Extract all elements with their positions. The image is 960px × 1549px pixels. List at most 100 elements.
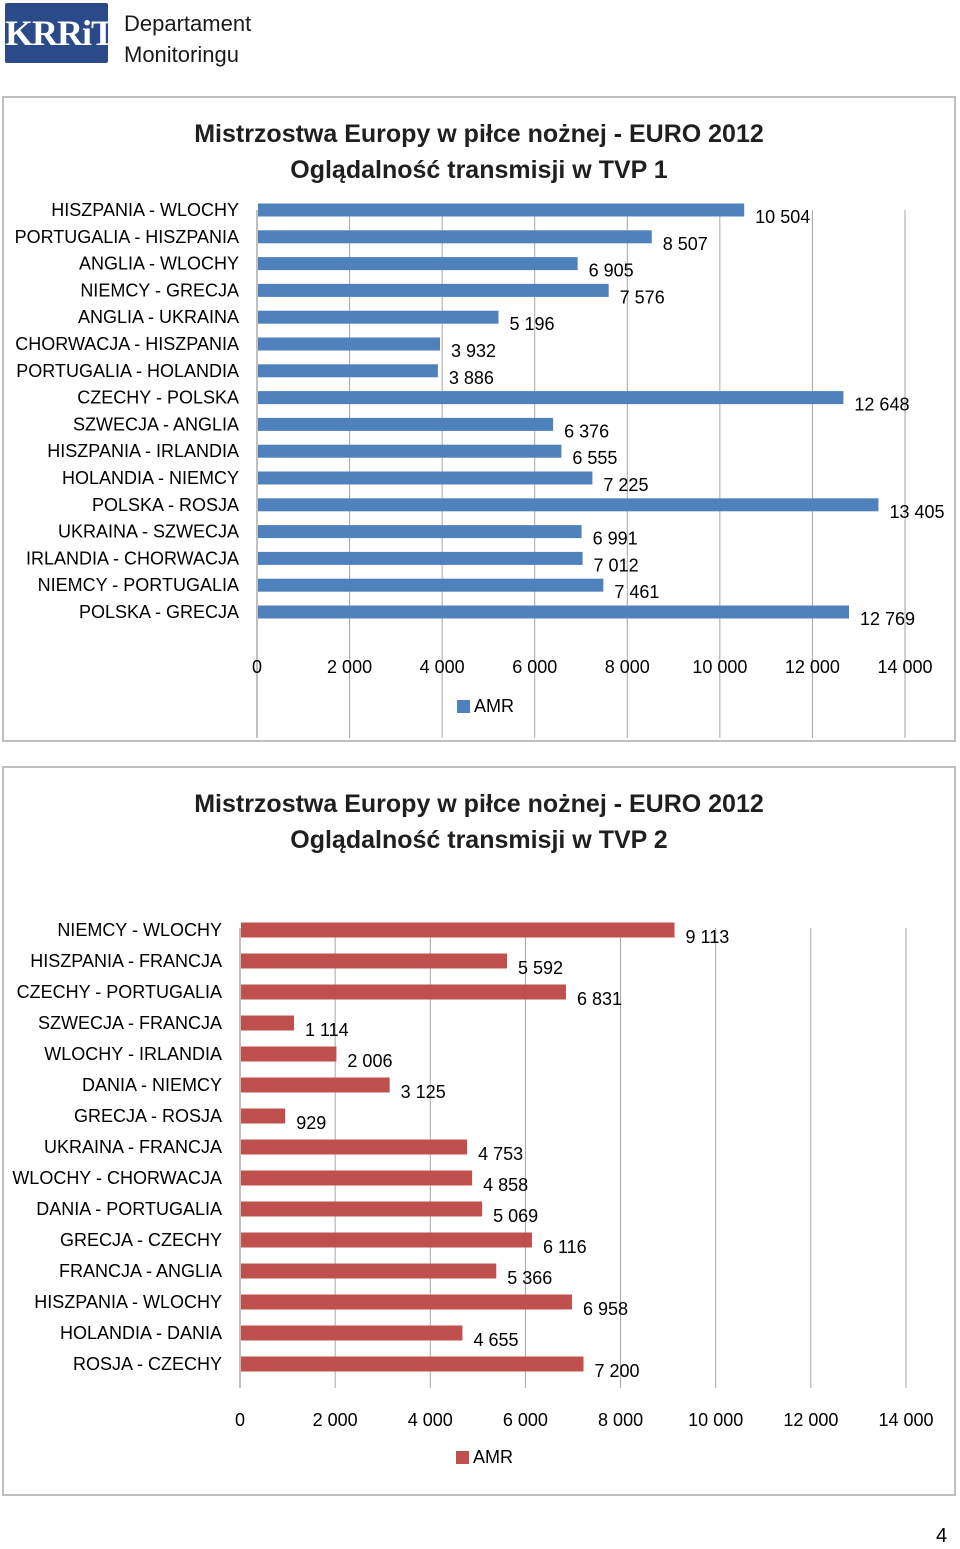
category-label: PORTUGALIA - HOLANDIA <box>16 361 239 381</box>
category-label: GRECJA - CZECHY <box>60 1230 222 1250</box>
data-label: 3 886 <box>449 368 494 388</box>
category-label: ANGLIA - WLOCHY <box>79 254 239 274</box>
x-tick-label: 0 <box>235 1410 245 1430</box>
data-label: 4 753 <box>478 1144 523 1164</box>
category-label: SZWECJA - FRANCJA <box>38 1013 222 1033</box>
category-label: HISZPANIA - IRLANDIA <box>47 441 239 461</box>
bar <box>258 417 554 431</box>
category-label: HISZPANIA - WLOCHY <box>34 1292 222 1312</box>
chart-title-line-1: Mistrzostwa Europy w piłce nożnej - EURO… <box>194 790 764 818</box>
x-tick-label: 14 000 <box>878 1410 933 1430</box>
chart-tvp2-plot: 0 2 000 4 000 6 000 8 000 10 000 12 000 14 000 N… <box>12 920 933 1467</box>
data-label: 9 113 <box>686 927 730 947</box>
chart-tvp2: Mistrzostwa Europy w piłce nożnej - EURO… <box>2 766 956 1496</box>
category-label: POLSKA - ROSJA <box>92 495 239 515</box>
data-label: 12 648 <box>854 395 909 415</box>
data-label: 7 225 <box>603 475 648 495</box>
data-label: 7 576 <box>620 287 665 307</box>
bar <box>241 1201 483 1217</box>
bar <box>241 1170 473 1186</box>
chart-title-line-1: Mistrzostwa Europy w piłce nożnej - EURO… <box>194 120 764 148</box>
chart-tvp1-plot: 0 2 000 4 000 6 000 8 000 10 000 12 000 14 000 H… <box>15 200 945 738</box>
legend-swatch <box>457 700 470 713</box>
category-label: PORTUGALIA - HISZPANIA <box>15 227 239 247</box>
data-label: 5 069 <box>493 1206 538 1226</box>
x-tick-label: 6 000 <box>512 657 557 677</box>
data-label: 13 405 <box>889 502 944 522</box>
data-label: 2 006 <box>347 1051 392 1071</box>
bar <box>241 1356 584 1372</box>
category-label: NIEMCY - WLOCHY <box>57 920 222 940</box>
category-label: SZWECJA - ANGLIA <box>73 414 239 434</box>
category-label: CHORWACJA - HISZPANIA <box>15 334 239 354</box>
bar <box>258 310 499 324</box>
category-label: DANIA - NIEMCY <box>82 1075 222 1095</box>
category-label: UKRAINA - SZWECJA <box>58 522 239 542</box>
page-header: KRRiT Departament Monitoringu <box>0 0 960 70</box>
category-label: GRECJA - ROSJA <box>74 1106 222 1126</box>
x-tick-label: 10 000 <box>692 657 747 677</box>
data-label: 12 769 <box>860 609 915 629</box>
data-label: 7 461 <box>614 582 659 602</box>
bar <box>258 230 652 244</box>
data-label: 7 012 <box>594 555 639 575</box>
x-tick-label: 12 000 <box>783 1410 838 1430</box>
bar <box>258 203 745 217</box>
bar <box>241 1139 468 1155</box>
category-label: WLOCHY - CHORWACJA <box>12 1168 222 1188</box>
bar <box>241 1294 573 1310</box>
bar <box>258 257 578 271</box>
chart-tvp1: Mistrzostwa Europy w piłce nożnej - EURO… <box>2 96 956 742</box>
category-label: ANGLIA - UKRAINA <box>78 307 239 327</box>
data-label: 5 592 <box>518 958 563 978</box>
data-label: 10 504 <box>755 207 810 227</box>
category-label: ROSJA - CZECHY <box>73 1354 222 1374</box>
category-label: UKRAINA - FRANCJA <box>44 1137 222 1157</box>
x-tick-label: 0 <box>252 657 262 677</box>
bar <box>241 1325 463 1341</box>
page-number: 4 <box>936 1525 948 1547</box>
data-label: 3 932 <box>451 341 496 361</box>
bar <box>258 471 593 485</box>
category-label: FRANCJA - ANGLIA <box>59 1261 222 1281</box>
category-label: NIEMCY - GRECJA <box>80 280 239 300</box>
category-label: HISZPANIA - FRANCJA <box>30 951 222 971</box>
bar <box>258 605 850 619</box>
data-label: 6 376 <box>564 421 609 441</box>
bar <box>241 953 508 969</box>
data-label: 929 <box>296 1113 326 1133</box>
category-label: POLSKA - GRECJA <box>79 602 239 622</box>
logo-text: KRRiT <box>5 13 115 53</box>
department-name: Departament Monitoringu <box>124 8 251 70</box>
chart-title-line-2: Oglądalność transmisji w TVP 1 <box>290 156 668 184</box>
krrit-logo: KRRiT <box>5 3 115 63</box>
legend-label: AMR <box>474 696 514 716</box>
x-tick-label: 4 000 <box>408 1410 453 1430</box>
legend-swatch <box>456 1451 469 1464</box>
data-label: 1 114 <box>305 1020 349 1040</box>
x-tick-label: 6 000 <box>503 1410 548 1430</box>
x-tick-label: 4 000 <box>420 657 465 677</box>
data-label: 8 507 <box>663 234 708 254</box>
data-label: 6 116 <box>543 1237 587 1257</box>
data-label: 5 196 <box>510 314 555 334</box>
data-label: 3 125 <box>401 1082 446 1102</box>
category-label: CZECHY - POLSKA <box>77 388 239 408</box>
category-label: CZECHY - PORTUGALIA <box>17 982 222 1002</box>
legend-label: AMR <box>473 1447 513 1467</box>
category-label: IRLANDIA - CHORWACJA <box>26 548 239 568</box>
bar <box>258 578 604 592</box>
bar <box>241 922 675 938</box>
bar <box>258 498 879 512</box>
data-label: 7 200 <box>595 1361 640 1381</box>
bar <box>241 1232 532 1248</box>
bar <box>258 525 582 539</box>
category-label: DANIA - PORTUGALIA <box>36 1199 222 1219</box>
bar <box>258 444 562 458</box>
x-tick-label: 14 000 <box>877 657 932 677</box>
bar <box>241 1077 390 1093</box>
bar <box>241 1108 286 1124</box>
x-tick-label: 8 000 <box>598 1410 643 1430</box>
department-line-2: Monitoringu <box>124 42 239 67</box>
category-label: HOLANDIA - DANIA <box>60 1323 222 1343</box>
